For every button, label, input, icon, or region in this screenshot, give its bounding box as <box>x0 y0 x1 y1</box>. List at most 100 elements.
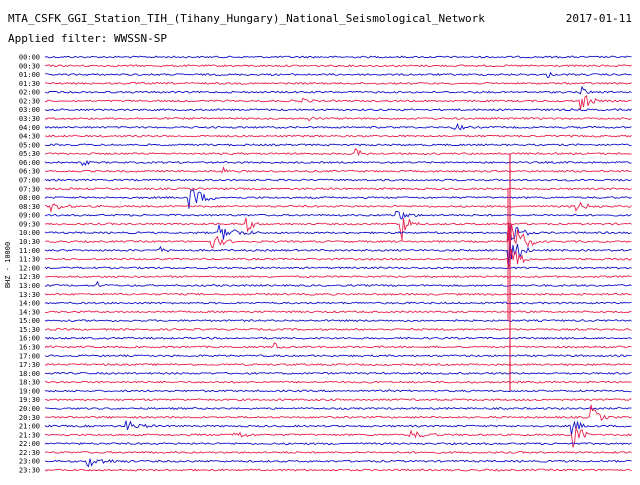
row-label: 19:30 <box>19 396 40 404</box>
row-label: 20:30 <box>19 414 40 422</box>
trace <box>44 450 632 454</box>
trace <box>44 292 632 296</box>
row-label: 11:30 <box>19 256 40 264</box>
row-label: 00:30 <box>19 62 40 70</box>
trace <box>44 380 632 384</box>
trace <box>44 354 632 358</box>
row-label: 09:30 <box>19 220 40 228</box>
trace <box>44 178 632 182</box>
trace <box>44 420 632 435</box>
trace <box>44 406 632 411</box>
trace <box>44 217 632 241</box>
trace <box>44 398 632 402</box>
trace <box>44 147 632 157</box>
row-label: 19:00 <box>19 387 40 395</box>
trace <box>44 71 632 78</box>
trace <box>44 166 632 174</box>
row-label: 02:00 <box>19 89 40 97</box>
row-label: 03:00 <box>19 106 40 114</box>
row-label: 18:00 <box>19 370 40 378</box>
row-label: 07:30 <box>19 185 40 193</box>
trace <box>44 342 632 349</box>
trace <box>44 248 632 269</box>
row-label: 12:00 <box>19 264 40 272</box>
traces: 00:0000:3001:0001:3002:0002:3003:0003:30… <box>19 54 632 475</box>
row-label: 10:30 <box>19 238 40 246</box>
y-axis-label: BHZ - 10000 <box>4 242 12 288</box>
trace <box>44 85 632 95</box>
row-label: 05:30 <box>19 150 40 158</box>
row-label: 18:30 <box>19 379 40 387</box>
row-label: 21:30 <box>19 431 40 439</box>
trace <box>44 64 632 68</box>
row-label: 07:00 <box>19 177 40 185</box>
row-label: 23:00 <box>19 458 40 466</box>
row-label: 05:00 <box>19 141 40 149</box>
trace <box>44 266 632 270</box>
trace <box>44 210 632 220</box>
row-label: 03:30 <box>19 115 40 123</box>
row-label: 12:30 <box>19 273 40 281</box>
trace <box>44 134 632 138</box>
trace <box>44 201 632 213</box>
trace <box>44 426 632 448</box>
trace <box>44 275 632 279</box>
row-label: 04:30 <box>19 133 40 141</box>
row-label: 17:00 <box>19 352 40 360</box>
trace <box>44 327 632 331</box>
row-label: 20:00 <box>19 405 40 413</box>
row-label: 22:30 <box>19 449 40 457</box>
trace <box>44 108 632 112</box>
trace <box>44 280 632 288</box>
row-label: 16:30 <box>19 343 40 351</box>
trace <box>44 187 632 191</box>
row-label: 14:30 <box>19 308 40 316</box>
row-label: 14:00 <box>19 300 40 308</box>
row-label: 17:30 <box>19 361 40 369</box>
trace <box>44 319 632 323</box>
row-label: 13:00 <box>19 282 40 290</box>
trace <box>44 55 632 59</box>
trace <box>44 189 632 209</box>
row-label: 04:00 <box>19 124 40 132</box>
trace <box>44 363 632 367</box>
row-label: 23:30 <box>19 467 40 475</box>
trace <box>44 94 632 110</box>
trace <box>44 336 632 340</box>
trace <box>44 389 632 393</box>
trace <box>44 371 632 375</box>
trace <box>44 143 632 147</box>
trace <box>44 442 632 446</box>
row-label: 15:00 <box>19 317 40 325</box>
trace <box>44 239 632 268</box>
row-label: 09:00 <box>19 212 40 220</box>
row-label: 16:00 <box>19 335 40 343</box>
row-label: 11:00 <box>19 247 40 255</box>
row-label: 10:00 <box>19 229 40 237</box>
row-label: 08:30 <box>19 203 40 211</box>
trace <box>44 468 632 472</box>
row-label: 13:30 <box>19 291 40 299</box>
trace <box>44 81 632 85</box>
row-label: 08:00 <box>19 194 40 202</box>
trace <box>44 458 632 468</box>
row-label: 06:00 <box>19 159 40 167</box>
date: 2017-01-11 <box>566 12 632 25</box>
row-label: 06:30 <box>19 168 40 176</box>
row-label: 00:00 <box>19 54 40 62</box>
trace <box>44 301 632 305</box>
trace <box>44 122 632 131</box>
row-label: 01:30 <box>19 80 40 88</box>
trace <box>44 159 632 167</box>
row-label: 01:00 <box>19 71 40 79</box>
trace <box>44 404 632 422</box>
trace <box>44 221 632 241</box>
row-label: 15:30 <box>19 326 40 334</box>
filter: Applied filter: WWSSN-SP <box>8 32 167 45</box>
row-label: 02:30 <box>19 97 40 105</box>
trace <box>44 116 632 122</box>
trace <box>45 222 632 253</box>
title: MTA_CSFK_GGI_Station_TIH_(Tihany_Hungary… <box>8 12 485 25</box>
row-label: 22:00 <box>19 440 40 448</box>
